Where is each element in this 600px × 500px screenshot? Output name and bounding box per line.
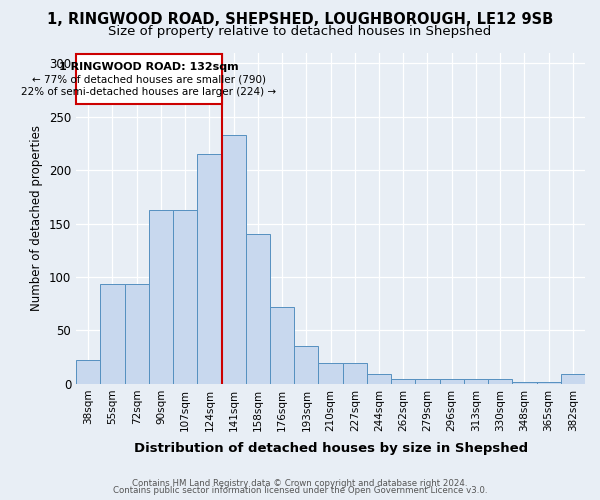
- Text: 1, RINGWOOD ROAD, SHEPSHED, LOUGHBOROUGH, LE12 9SB: 1, RINGWOOD ROAD, SHEPSHED, LOUGHBOROUGH…: [47, 12, 553, 28]
- Bar: [270, 307, 294, 384]
- Bar: [415, 378, 440, 384]
- Text: 1 RINGWOOD ROAD: 132sqm: 1 RINGWOOD ROAD: 132sqm: [59, 62, 239, 72]
- Bar: [76, 360, 100, 384]
- Bar: [367, 374, 391, 384]
- X-axis label: Distribution of detached houses by size in Shepshed: Distribution of detached houses by size …: [134, 442, 527, 455]
- Bar: [391, 378, 415, 384]
- Text: ← 77% of detached houses are smaller (790): ← 77% of detached houses are smaller (79…: [32, 75, 266, 85]
- Bar: [100, 284, 125, 384]
- Bar: [294, 346, 319, 384]
- Bar: [221, 135, 246, 384]
- Bar: [319, 362, 343, 384]
- Bar: [488, 378, 512, 384]
- Bar: [440, 378, 464, 384]
- Bar: [197, 154, 221, 384]
- Bar: [561, 374, 585, 384]
- Text: 22% of semi-detached houses are larger (224) →: 22% of semi-detached houses are larger (…: [21, 86, 277, 97]
- Bar: [536, 382, 561, 384]
- Bar: [149, 210, 173, 384]
- Bar: [343, 362, 367, 384]
- Bar: [512, 382, 536, 384]
- Bar: [173, 210, 197, 384]
- FancyBboxPatch shape: [76, 54, 221, 104]
- Text: Contains public sector information licensed under the Open Government Licence v3: Contains public sector information licen…: [113, 486, 487, 495]
- Text: Size of property relative to detached houses in Shepshed: Size of property relative to detached ho…: [109, 25, 491, 38]
- Y-axis label: Number of detached properties: Number of detached properties: [31, 125, 43, 311]
- Bar: [125, 284, 149, 384]
- Text: Contains HM Land Registry data © Crown copyright and database right 2024.: Contains HM Land Registry data © Crown c…: [132, 478, 468, 488]
- Bar: [246, 234, 270, 384]
- Bar: [464, 378, 488, 384]
